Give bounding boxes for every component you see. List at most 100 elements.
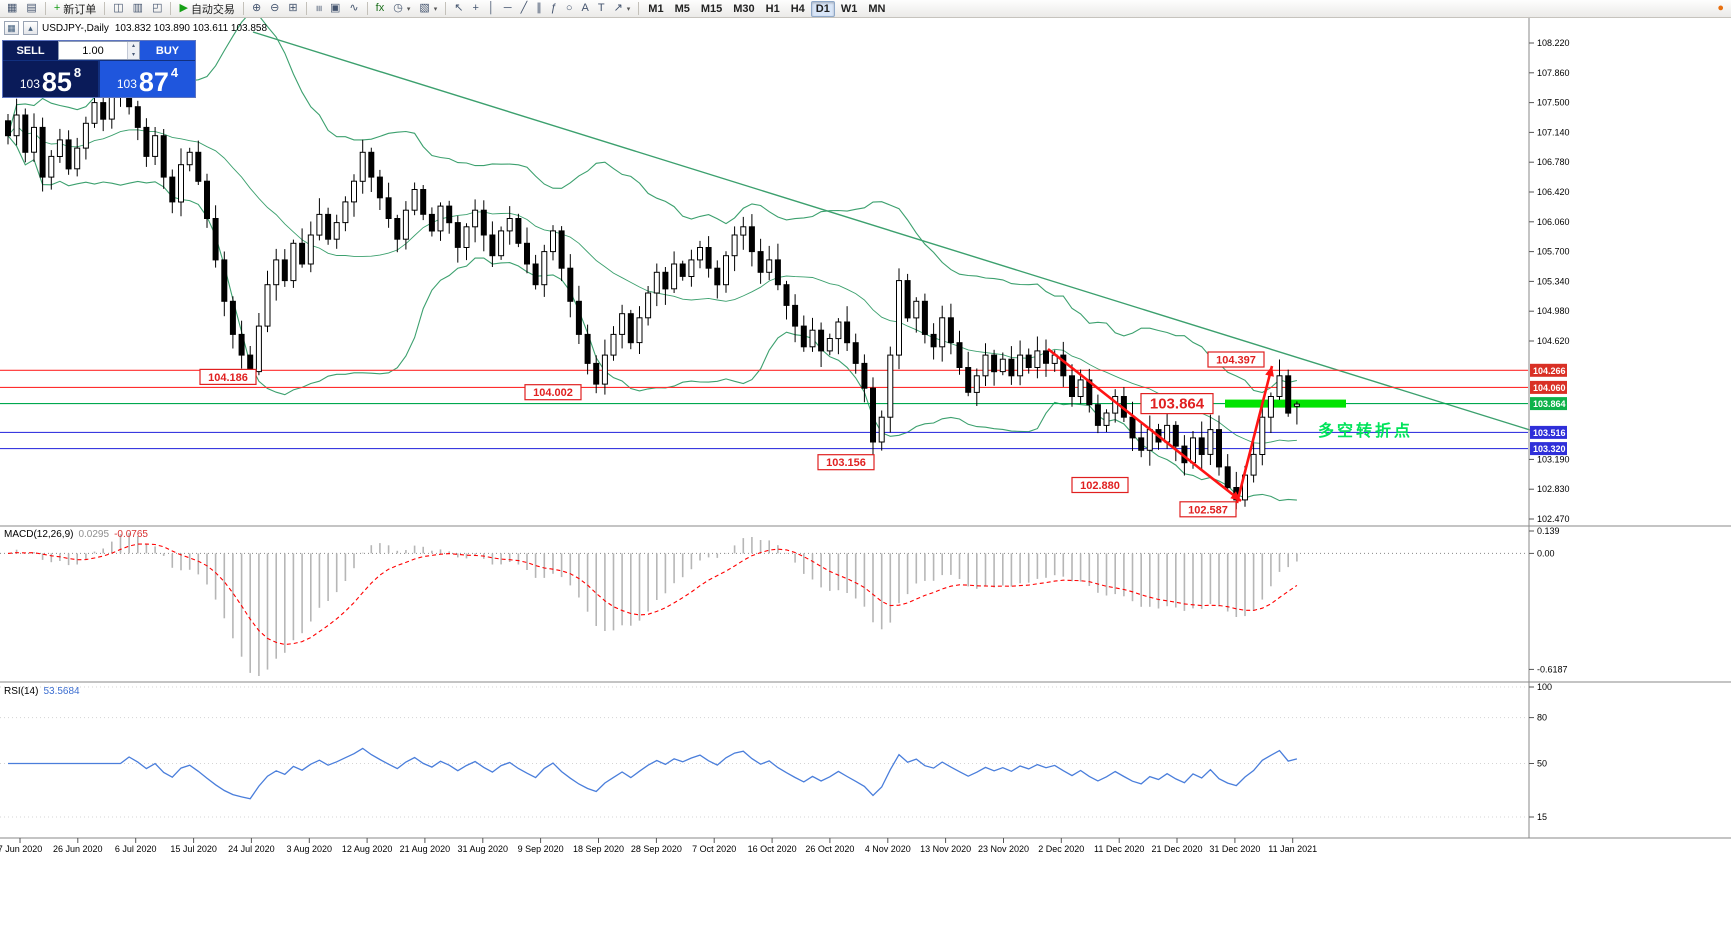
svg-text:6 Jul 2020: 6 Jul 2020 <box>115 844 157 854</box>
svg-text:11 Jan 2021: 11 Jan 2021 <box>1268 844 1317 854</box>
candlestick-chart-icon: ▣ <box>330 2 341 14</box>
autotrading-play-icon: ▶ <box>179 2 188 14</box>
timeframe-m1[interactable]: M1 <box>643 1 668 17</box>
volume-increase-button[interactable]: ▴ <box>128 42 139 51</box>
toolbar-separator <box>104 2 106 15</box>
timeframe-h4[interactable]: H4 <box>786 1 810 17</box>
svg-text:50: 50 <box>1537 759 1547 769</box>
new-order-button[interactable]: + 新订单 <box>50 1 100 17</box>
svg-text:28 Sep 2020: 28 Sep 2020 <box>631 844 682 854</box>
main-toolbar: ▦ ▤ + 新订单 ◫ ▥ ◰ ▶ 自动交易 ⊕ ⊖ ⊞ ≡ ▣ ∿ fx ◷ ▾ ▧ ▾ ↖ + │ ─ ╱ ∥ ƒ ○ A T ↗ ▾ M1… <box>0 0 1731 18</box>
horizontal-line-icon: ─ <box>503 2 512 14</box>
toolbar-separator <box>305 2 307 15</box>
autotrading-button-label: 自动交易 <box>190 3 235 16</box>
macd-name: MACD(12,26,9) <box>4 529 74 540</box>
timeframe-m30[interactable]: M30 <box>728 1 759 17</box>
svg-text:103.320: 103.320 <box>1533 444 1566 454</box>
crosshair-button[interactable]: + <box>468 1 482 17</box>
svg-text:108.220: 108.220 <box>1537 38 1570 48</box>
svg-text:9 Sep 2020: 9 Sep 2020 <box>518 844 564 854</box>
buy-button[interactable]: BUY <box>140 41 195 60</box>
svg-text:102.587: 102.587 <box>1188 504 1228 516</box>
timeframe-m5-label: M5 <box>674 2 690 15</box>
volume-input[interactable] <box>59 42 127 59</box>
svg-text:103.156: 103.156 <box>826 457 866 469</box>
templates-button[interactable]: ▧ ▾ <box>415 1 441 17</box>
charts-button[interactable]: ◫ <box>109 1 127 17</box>
cursor-button[interactable]: ↖ <box>450 1 467 17</box>
svg-text:多空转折点: 多空转折点 <box>1318 421 1413 440</box>
volume-control: ▴ ▾ <box>58 41 140 60</box>
text-button[interactable]: A <box>577 1 592 17</box>
arrows-button[interactable]: ↗ ▾ <box>610 1 635 17</box>
timeframe-w1[interactable]: W1 <box>836 1 863 17</box>
new-chart-button[interactable]: ▦ <box>3 1 21 17</box>
data-window-button[interactable]: ◰ <box>148 1 166 17</box>
svg-text:107.500: 107.500 <box>1537 98 1570 108</box>
one-click-toggle-icon[interactable]: ▴ <box>23 21 38 35</box>
bollinger-bands <box>7 11 1298 502</box>
indicators-button[interactable]: fx <box>372 1 389 17</box>
panel-splitters[interactable] <box>0 18 1731 839</box>
rsi-line <box>8 747 1298 800</box>
svg-text:15: 15 <box>1537 812 1547 822</box>
arrow-objects-icon: ↗ <box>613 2 623 14</box>
timeframe-m5[interactable]: M5 <box>670 1 695 17</box>
one-click-trading-panel: SELL ▴ ▾ BUY 103 85 8 103 87 4 <box>2 40 196 98</box>
zoom-out-icon: ⊖ <box>270 2 280 14</box>
svg-text:3 Aug 2020: 3 Aug 2020 <box>287 844 333 854</box>
zoom-out-button[interactable]: ⊖ <box>266 1 283 17</box>
label-button[interactable]: T <box>594 1 609 17</box>
toolbar-separator <box>638 2 640 15</box>
candlestick-chart-button[interactable]: ▣ <box>326 1 344 17</box>
svg-text:103.864: 103.864 <box>1533 399 1566 409</box>
toolbar-separator <box>445 2 447 15</box>
trend-arrows[interactable] <box>1047 347 1274 504</box>
svg-text:100: 100 <box>1537 682 1552 692</box>
macd-signal-value: -0.0765 <box>114 529 148 540</box>
turning-point-annotation[interactable]: 多空转折点 <box>1318 421 1413 440</box>
fibonacci-icon: ƒ <box>550 2 557 14</box>
timeframe-h1[interactable]: H1 <box>761 1 785 17</box>
channel-button[interactable]: ∥ <box>532 1 546 17</box>
chart-properties-icon[interactable]: ▦ <box>4 21 19 35</box>
descending-trendline[interactable] <box>252 31 1531 431</box>
svg-text:104.002: 104.002 <box>533 387 573 399</box>
alerts-button[interactable]: ● <box>1713 1 1728 17</box>
timeframe-m15[interactable]: M15 <box>696 1 727 17</box>
timeframe-mn[interactable]: MN <box>863 1 890 17</box>
price-callouts[interactable]: 104.186 104.002 103.156 102.880 102.587 104.3… <box>199 351 1265 518</box>
profiles-button[interactable]: ▤ <box>22 1 40 17</box>
timeframe-d1[interactable]: D1 <box>810 0 835 17</box>
trendline-button[interactable]: ╱ <box>517 1 532 17</box>
sell-price-display[interactable]: 103 85 8 <box>3 61 98 97</box>
autotrading-button[interactable]: ▶ 自动交易 <box>175 1 238 17</box>
periods-button[interactable]: ◷ ▾ <box>389 1 414 17</box>
bar-chart-button[interactable]: ≡ <box>311 1 325 17</box>
sell-button[interactable]: SELL <box>3 41 58 60</box>
chart-title-bar: ▦ ▴ USDJPY-,Daily 103.832 103.890 103.61… <box>4 21 267 35</box>
vertical-line-button[interactable]: │ <box>484 1 499 17</box>
tile-windows-button[interactable]: ⊞ <box>284 1 301 17</box>
rsi-name: RSI(14) <box>4 686 39 697</box>
svg-text:15 Jul 2020: 15 Jul 2020 <box>170 844 217 854</box>
market-watch-button[interactable]: ▥ <box>129 1 147 17</box>
chart-symbol-label: USDJPY-,Daily <box>42 22 109 34</box>
svg-text:16 Oct 2020: 16 Oct 2020 <box>748 844 797 854</box>
buy-price-display[interactable]: 103 87 4 <box>100 61 195 97</box>
svg-text:104.060: 104.060 <box>1533 383 1566 393</box>
volume-decrease-button[interactable]: ▾ <box>128 50 139 59</box>
svg-text:24 Jul 2020: 24 Jul 2020 <box>228 844 275 854</box>
macd-main-value: 0.0295 <box>78 529 110 540</box>
time-axis[interactable]: 7 Jun 2020 26 Jun 2020 6 Jul 2020 15 Jul 20… <box>0 838 1317 854</box>
svg-text:102.880: 102.880 <box>1080 480 1120 492</box>
zoom-in-button[interactable]: ⊕ <box>248 1 265 17</box>
shapes-button[interactable]: ○ <box>562 1 577 17</box>
price-axis[interactable]: 108.220 107.860 107.500 107.140 106.780 106.4… <box>1529 38 1570 524</box>
svg-text:21 Dec 2020: 21 Dec 2020 <box>1151 844 1202 854</box>
fibonacci-button[interactable]: ƒ <box>547 1 561 17</box>
horizontal-line-button[interactable]: ─ <box>500 1 516 17</box>
line-chart-button[interactable]: ∿ <box>345 1 362 17</box>
svg-text:106.780: 106.780 <box>1537 157 1570 167</box>
